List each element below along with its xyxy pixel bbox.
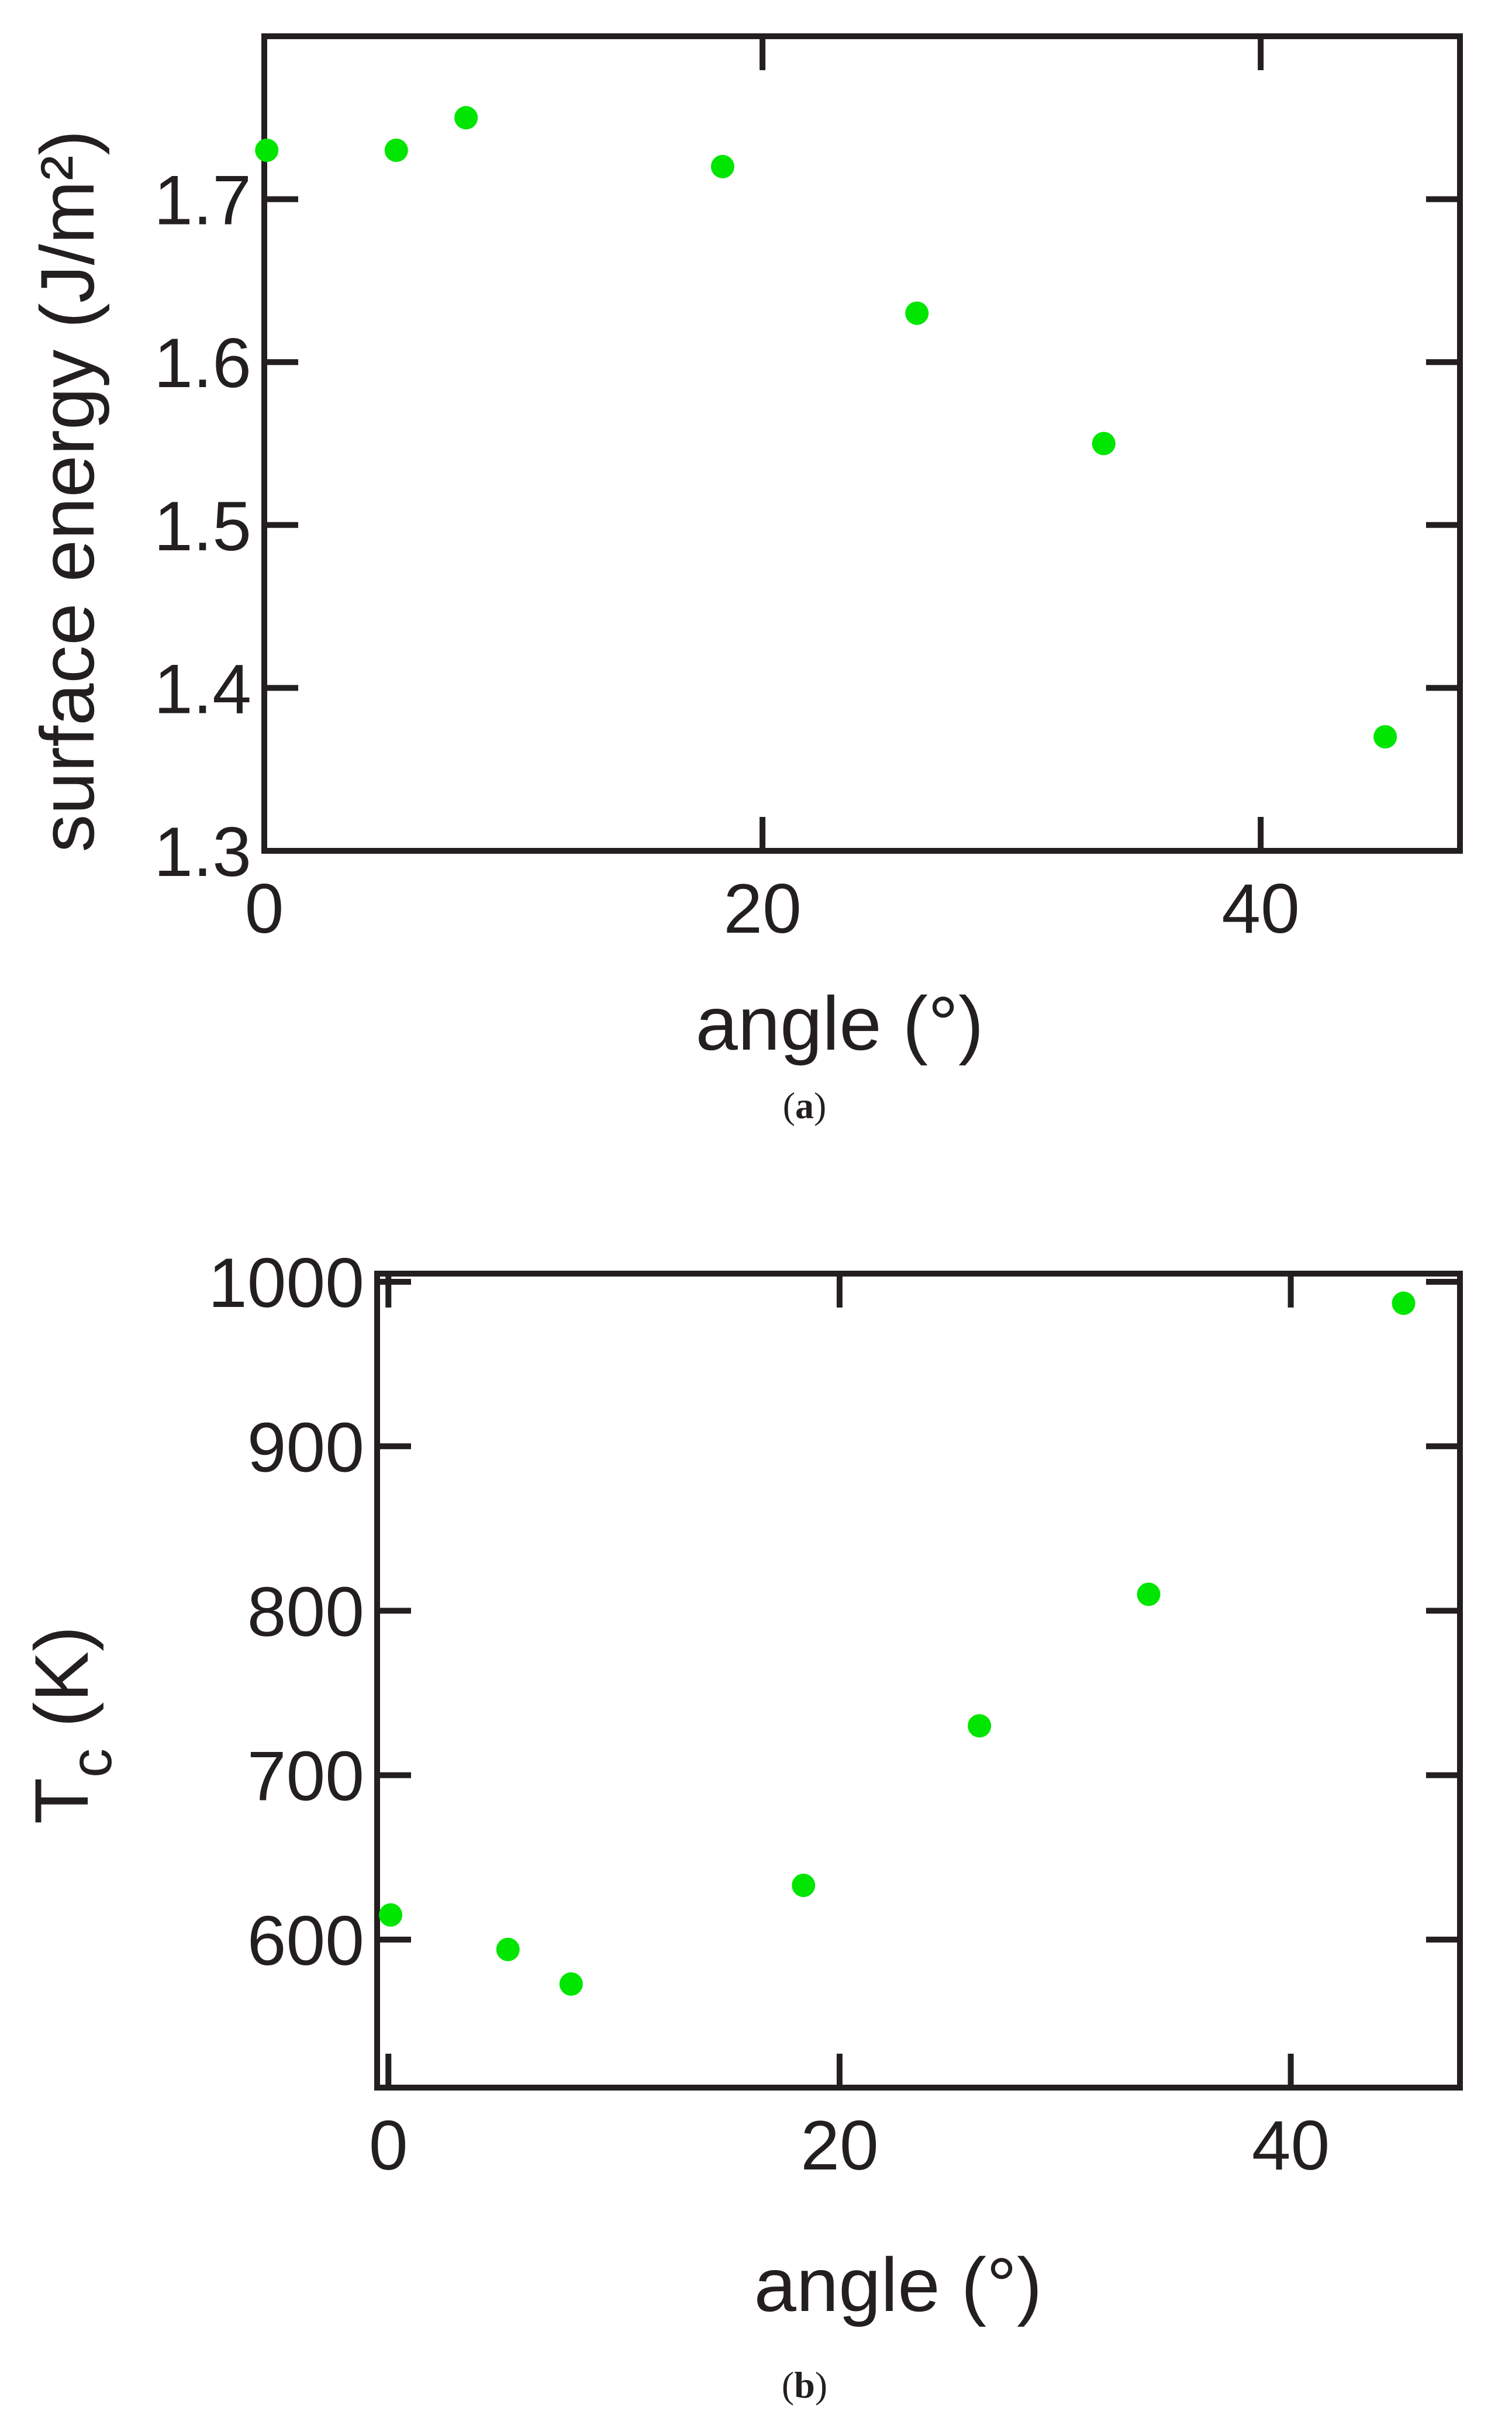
y-tick-label: 1.4 [154, 650, 251, 728]
y-axis-title-a: surface energy (J/m²) [25, 130, 110, 852]
plot-frame-a [261, 33, 1463, 854]
data-point [1092, 432, 1116, 456]
x-tick-label: 20 [723, 870, 801, 948]
y-axis-title-b-sub: c [58, 1748, 124, 1778]
caption-a-letter: a [795, 1085, 814, 1126]
y-tick-label: 1.5 [154, 487, 251, 565]
data-point [792, 1874, 816, 1898]
data-point [384, 139, 408, 163]
y-tick-label: 800 [247, 1572, 364, 1651]
y-tick-label: 1.7 [154, 161, 251, 240]
data-point [454, 106, 478, 130]
x-tick-label: 20 [800, 2106, 878, 2185]
points-a [255, 106, 1397, 748]
ticks-a: 0 20 40 1.3 1.4 1.5 1.6 1.7 [154, 36, 1460, 948]
x-tick-label: 0 [369, 2106, 408, 2185]
x-tick-label: 40 [1252, 2106, 1330, 2185]
y-tick-label: 600 [247, 1902, 364, 1980]
y-tick-label: 1.6 [154, 324, 251, 402]
caption-a-open: ( [783, 1085, 795, 1126]
caption-b: (b) [782, 2364, 827, 2406]
data-point [710, 154, 734, 178]
y-tick-label: 1000 [208, 1244, 364, 1322]
chart-panel-b: 0 20 40 600 700 800 900 1000 angle (°) Tc (K) (… [19, 1244, 1463, 2406]
x-tick-label: 40 [1221, 870, 1299, 948]
y-axis-title-b-main: T [19, 1778, 104, 1824]
chart-panel-a: 0 20 40 1.3 1.4 1.5 1.6 1.7 angle (°) surface e… [25, 33, 1463, 1126]
data-point [905, 301, 929, 325]
data-point [1373, 725, 1397, 748]
y-axis-title-b-unit: (K) [19, 1626, 104, 1748]
y-axis-title-b: Tc (K) [19, 1626, 124, 1824]
x-tick-label: 0 [245, 870, 284, 948]
points-b [379, 1291, 1416, 1996]
caption-b-letter: b [794, 2364, 815, 2406]
data-point [1392, 1291, 1416, 1315]
data-point [255, 139, 279, 163]
caption-a: (a) [783, 1085, 827, 1126]
data-point [1137, 1582, 1161, 1606]
caption-b-open: ( [782, 2364, 794, 2406]
caption-a-close: ) [814, 1085, 826, 1126]
data-point [379, 1903, 403, 1927]
data-point [968, 1714, 992, 1738]
x-axis-title-b: angle (°) [754, 2242, 1042, 2327]
plot-frame-b [374, 1271, 1463, 2091]
y-tick-label: 900 [247, 1408, 364, 1486]
data-point [559, 1972, 583, 1996]
caption-b-close: ) [815, 2364, 827, 2406]
y-tick-label: 1.3 [154, 813, 251, 891]
y-tick-label: 700 [247, 1737, 364, 1816]
ticks-b: 0 20 40 600 700 800 900 1000 [208, 1244, 1460, 2185]
x-axis-title-a: angle (°) [696, 981, 984, 1066]
data-point [496, 1937, 520, 1961]
